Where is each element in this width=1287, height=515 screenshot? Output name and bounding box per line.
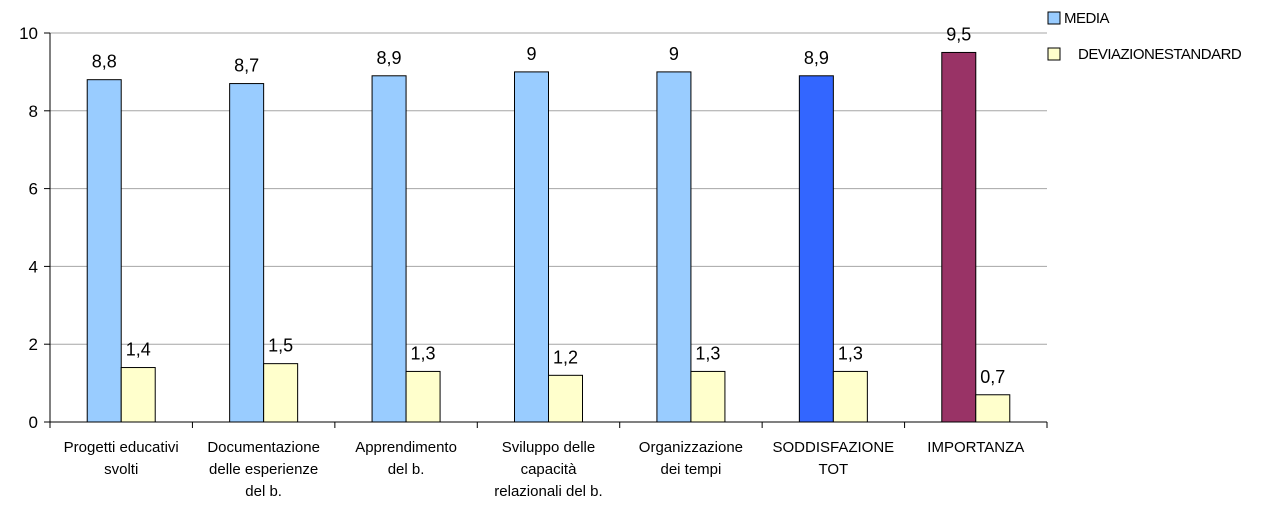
category-label-line: IMPORTANZA <box>927 439 1024 456</box>
legend: MEDIA DEVIAZIONESTANDARD <box>1047 10 1242 63</box>
category-label: Organizzazione dei tempi <box>639 439 743 478</box>
data-labels: 8,8 1,4 8,7 1,5 8,9 1,3 9 1,2 9 1,3 8,9 1,3 9,5 0,7 <box>92 24 1006 386</box>
data-label: 9,5 <box>946 24 971 44</box>
data-label: 8,8 <box>92 52 117 72</box>
y-tick-label: 8 <box>29 102 38 121</box>
category-label-line: Documentazione <box>207 439 320 456</box>
y-tick-label: 4 <box>29 257 38 276</box>
bar-media-3 <box>514 71 549 423</box>
bar-media-2 <box>371 75 407 423</box>
category-label-line: del b. <box>245 483 282 500</box>
bar-deviazione-2 <box>405 370 441 423</box>
y-tick-label: 6 <box>29 180 38 199</box>
bar-media-1 <box>229 83 265 423</box>
y-tick-label: 0 <box>29 413 38 432</box>
category-label: SODDISFAZIONE TOT <box>773 439 895 478</box>
category-label-line: svolti <box>104 461 138 478</box>
legend-swatch <box>1047 11 1061 25</box>
bar-media-4 <box>656 71 692 423</box>
category-label-line: delle esperienze <box>209 461 318 478</box>
bar-deviazione-1 <box>263 363 299 423</box>
category-label-line: Apprendimento <box>355 439 457 456</box>
data-label: 0,7 <box>980 367 1005 387</box>
category-label-line: TOT <box>818 461 848 478</box>
bar-deviazione-5 <box>832 370 868 423</box>
data-label: 9 <box>526 44 536 64</box>
axes: 0 2 4 6 8 10 Progetti educativi svolti Documenta… <box>19 24 1048 500</box>
category-label: Sviluppo delle capacità relazionali del b. <box>494 439 602 500</box>
category-label: Progetti educativi svolti <box>64 439 179 478</box>
category-label: IMPORTANZA <box>927 439 1024 456</box>
category-label-line: SODDISFAZIONE <box>773 439 895 456</box>
category-label-line: del b. <box>388 461 425 478</box>
category-label-line: Progetti educativi <box>64 439 179 456</box>
legend-label: DEVIAZIONESTANDARD <box>1078 46 1242 63</box>
category-label-line: relazionali del b. <box>494 483 602 500</box>
bar-deviazione-0 <box>120 367 156 423</box>
bars <box>86 51 1011 423</box>
y-tick-label: 2 <box>29 335 38 354</box>
data-label: 1,5 <box>268 336 293 356</box>
data-label: 8,9 <box>377 48 402 68</box>
category-label-line: capacità <box>521 461 578 478</box>
data-label: 9 <box>669 44 679 64</box>
category-label-line: Organizzazione <box>639 439 743 456</box>
legend-swatch <box>1047 47 1061 61</box>
bar-deviazione-4 <box>690 370 726 423</box>
data-label: 8,9 <box>804 48 829 68</box>
category-label: Apprendimento del b. <box>355 439 457 478</box>
bar-media-6 <box>941 51 977 423</box>
bar-deviazione-6 <box>975 394 1011 423</box>
category-label: Documentazione delle esperienze del b. <box>207 439 320 500</box>
legend-label: MEDIA <box>1064 10 1110 27</box>
data-label: 1,3 <box>838 343 863 363</box>
bar-media-5 <box>798 75 834 423</box>
bar-media-0 <box>86 79 122 423</box>
y-tick-label: 10 <box>19 24 38 43</box>
data-label: 1,2 <box>553 347 578 367</box>
data-label: 1,3 <box>695 343 720 363</box>
data-label: 8,7 <box>234 56 259 76</box>
bar-deviazione-3 <box>548 374 583 423</box>
data-label: 1,3 <box>411 343 436 363</box>
data-label: 1,4 <box>126 340 151 360</box>
category-label-line: dei tempi <box>660 461 721 478</box>
category-label-line: Sviluppo delle <box>502 439 595 456</box>
